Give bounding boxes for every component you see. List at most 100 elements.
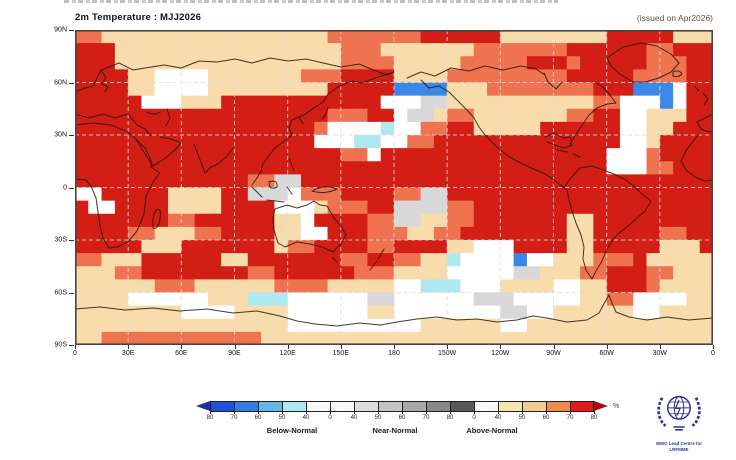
map-cell — [380, 174, 395, 188]
map-cell — [380, 56, 395, 70]
map-cell — [274, 226, 289, 241]
map-cell — [261, 187, 275, 202]
map-cell — [247, 69, 262, 83]
map-cell — [407, 266, 421, 280]
map-cell — [460, 30, 475, 44]
colorbar-tick-label: 0 — [328, 415, 332, 421]
map-cell — [114, 56, 129, 70]
x-tick-mark — [659, 345, 661, 349]
map-cell — [487, 174, 501, 188]
map-cell — [540, 200, 554, 215]
map-cell — [394, 266, 408, 280]
colorbar-tick-label: 60 — [542, 415, 550, 421]
map-cell — [314, 43, 328, 57]
map-cell — [234, 200, 249, 215]
map-cell — [234, 331, 249, 345]
map-cell — [114, 121, 129, 136]
map-cell — [394, 135, 408, 149]
map-cell — [433, 266, 448, 280]
map-cell — [699, 187, 713, 202]
map-cell — [526, 69, 541, 83]
map-cell — [553, 56, 568, 70]
map-cell — [367, 161, 382, 175]
map-cell — [274, 108, 289, 123]
map-cell — [75, 266, 89, 280]
map-cell — [526, 213, 541, 228]
map-cell — [221, 266, 235, 280]
map-cell — [526, 135, 541, 149]
colorbar-category-label: Above-Normal — [466, 426, 518, 435]
map-cell — [247, 253, 262, 267]
map-cell — [686, 69, 701, 83]
colorbar-tick — [545, 401, 547, 414]
map-cell — [500, 240, 515, 254]
colorbar-segment — [570, 401, 594, 412]
map-cell — [394, 82, 408, 97]
map-cell — [633, 318, 647, 333]
map-cell — [593, 69, 608, 83]
map-cell — [207, 331, 222, 345]
map-cell — [699, 305, 713, 320]
map-cell — [88, 95, 102, 110]
map-cell — [141, 187, 156, 202]
map-cell — [247, 318, 262, 333]
map-cell — [141, 279, 156, 293]
map-cell — [354, 279, 368, 293]
map-cell — [88, 56, 102, 70]
map-cell — [367, 135, 382, 149]
map-cell — [659, 279, 674, 293]
map-cell — [274, 187, 289, 202]
x-tick-label: 120W — [491, 350, 510, 357]
map-cell — [566, 95, 581, 110]
map-cell — [633, 279, 647, 293]
map-cell — [699, 318, 713, 333]
x-tick-label: 150E — [332, 350, 350, 357]
map-cell — [619, 226, 634, 241]
map-cell — [154, 187, 169, 202]
map-cell — [619, 240, 634, 254]
map-cell — [633, 187, 647, 202]
map-cell — [619, 305, 634, 320]
map-cell — [407, 121, 421, 136]
map-cell — [513, 305, 528, 320]
colorbar-tick — [281, 401, 283, 414]
map-cell — [287, 226, 302, 241]
map-cell — [287, 331, 302, 345]
map-cell — [487, 95, 501, 110]
coastlines — [75, 42, 713, 327]
map-cell — [168, 200, 182, 215]
map-cell — [380, 305, 395, 320]
map-cell — [261, 82, 275, 97]
map-cell — [659, 253, 674, 267]
map-cell — [194, 331, 209, 345]
map-cell — [593, 56, 608, 70]
colorbar-segment — [450, 401, 474, 412]
map-cell — [460, 135, 475, 149]
map-cell — [181, 30, 196, 44]
map-cell — [500, 213, 515, 228]
map-cell — [234, 240, 249, 254]
map-cell — [354, 187, 368, 202]
map-cell — [659, 292, 674, 307]
map-cell — [513, 43, 528, 57]
map-cell — [128, 240, 142, 254]
map-cell — [394, 161, 408, 175]
map-cell — [447, 331, 461, 345]
map-cell — [327, 266, 342, 280]
colorbar-tick-label: 80 — [446, 415, 454, 421]
map-cell — [606, 43, 621, 57]
colorbar-tick-label: 0 — [472, 415, 476, 421]
map-cell — [247, 95, 262, 110]
map-cell — [394, 108, 408, 123]
map-cell — [88, 305, 102, 320]
map-cell — [101, 213, 116, 228]
map-cell — [181, 82, 196, 97]
map-cell — [407, 82, 421, 97]
map-cell — [75, 30, 89, 44]
map-cell — [274, 305, 289, 320]
map-cell — [553, 161, 568, 175]
map-cell — [88, 82, 102, 97]
map-cell — [580, 135, 594, 149]
map-cell — [274, 82, 289, 97]
map-cell — [606, 174, 621, 188]
